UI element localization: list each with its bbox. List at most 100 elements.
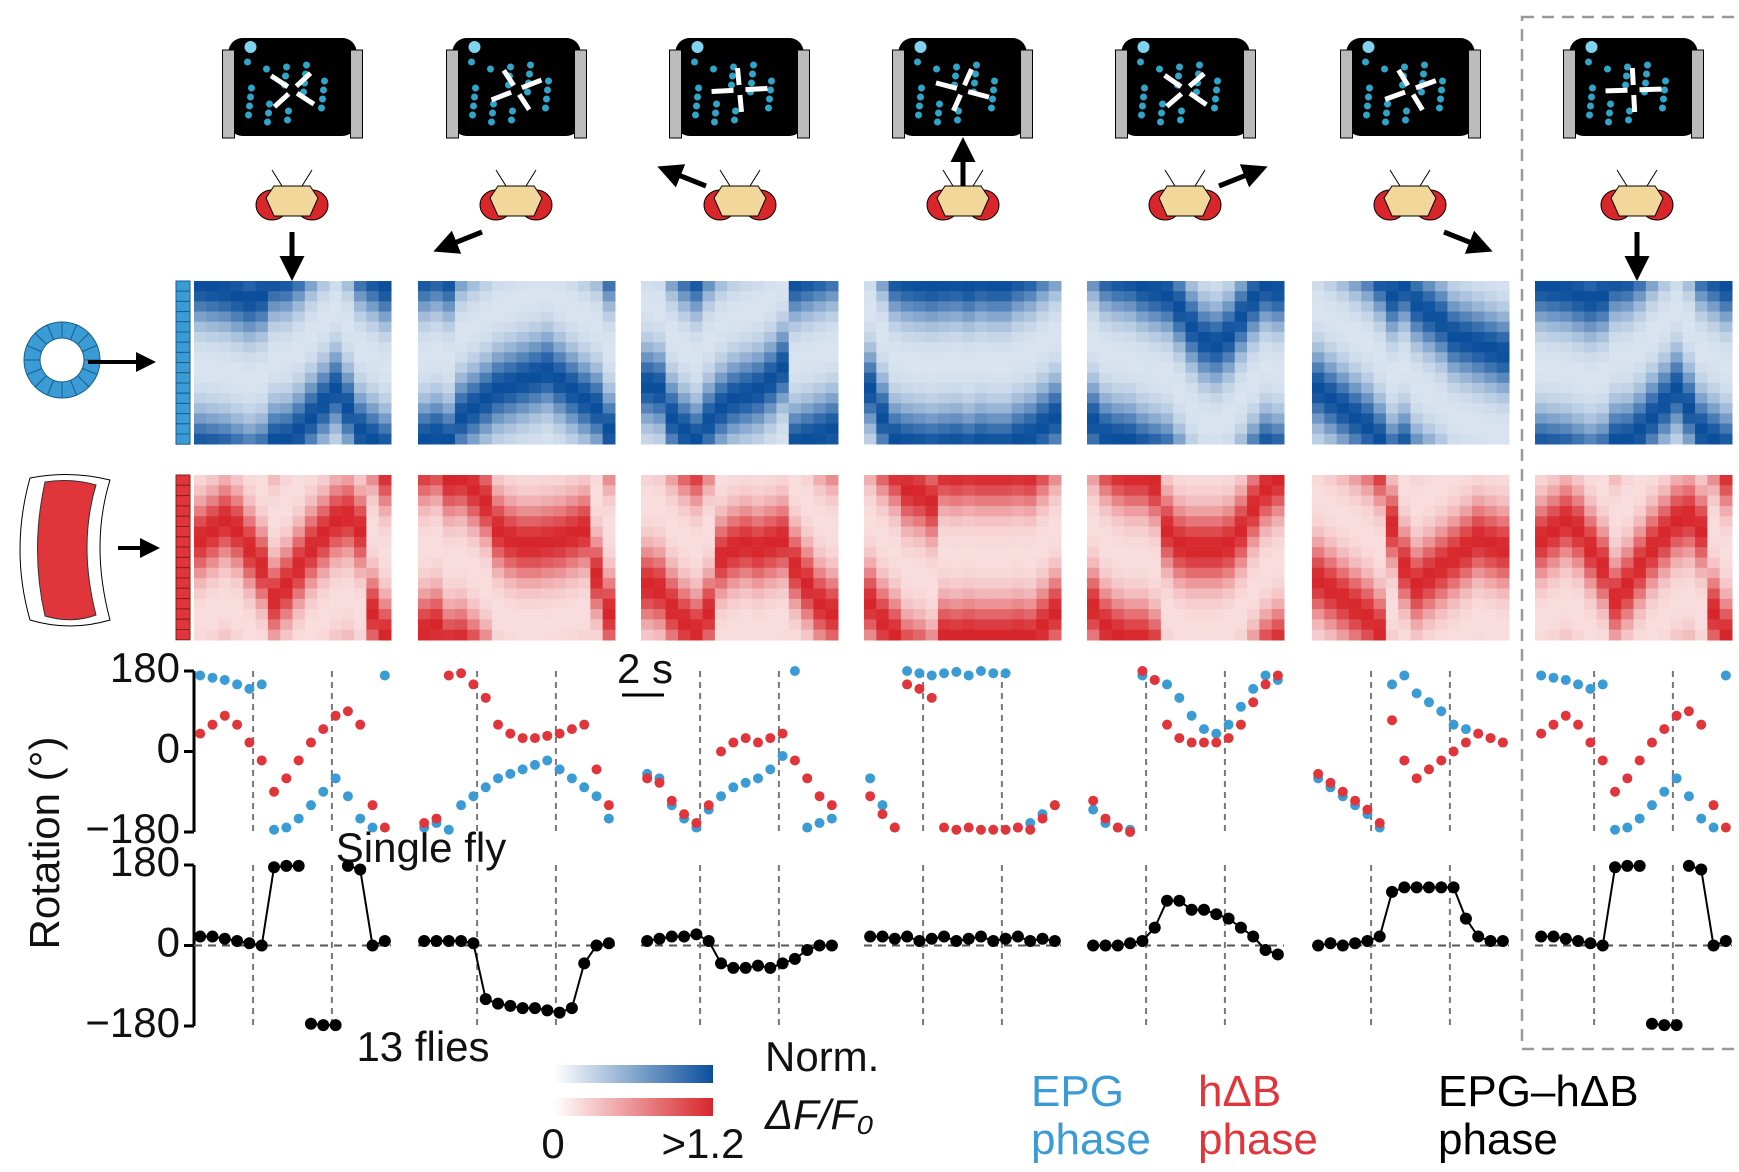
heatmap-cell (1324, 619, 1338, 631)
heatmap-cell (653, 526, 667, 538)
heatmap-cell (1336, 372, 1350, 384)
heatmap-cell (1695, 382, 1708, 394)
phase-point (355, 719, 366, 730)
heatmap-cell (1621, 301, 1634, 313)
heatmap-cell (801, 598, 814, 610)
heatmap-cell (255, 342, 269, 353)
heatmap-cell (1123, 393, 1137, 404)
heatmap-cell (430, 619, 444, 631)
mean-point (987, 935, 1000, 948)
heatmap-cell (418, 629, 431, 641)
heatmap-cell (467, 321, 481, 333)
heatmap-cell (1136, 536, 1150, 548)
heatmap-cell (317, 495, 330, 507)
heatmap-cell (1633, 526, 1647, 538)
mean-point (479, 993, 492, 1006)
heatmap-cell (1398, 403, 1411, 414)
heatmap-cell (341, 475, 355, 486)
heatmap-cell (1447, 475, 1461, 486)
heatmap-cell (665, 321, 679, 333)
heatmap-cell (1682, 281, 1696, 292)
heatmap-cell (1111, 598, 1125, 610)
heatmap-cell (727, 567, 740, 579)
heatmap-cell (950, 536, 963, 548)
heatmap-cell (1024, 526, 1037, 538)
heatmap-cell (1324, 475, 1338, 486)
heatmap-cell (913, 382, 927, 394)
cylinder-side (446, 49, 459, 139)
heatmap-cell (1633, 629, 1647, 641)
heatmap-cell (1484, 516, 1498, 528)
mean-point (678, 930, 691, 943)
heatmap-cell (1484, 281, 1498, 292)
heatmap-cell (1559, 505, 1573, 517)
heatmap-cell (1087, 291, 1100, 302)
heatmap-cell (366, 516, 380, 528)
heatmap-cell (329, 516, 343, 528)
heatmap-cell (1099, 526, 1113, 538)
heatmap-cell (255, 557, 269, 569)
heatmap-cell (1160, 629, 1174, 641)
roi-bar (175, 608, 191, 620)
mean-point (206, 930, 219, 943)
star (245, 111, 252, 119)
heatmap-cell (1633, 372, 1647, 384)
phase-point (1634, 755, 1645, 766)
heatmap-cell (341, 281, 355, 292)
roi-bar (175, 556, 191, 569)
heatmap-cell (1571, 475, 1585, 486)
annotation: Single fly (336, 824, 506, 871)
heatmap-cell (1658, 393, 1671, 404)
phase-point (951, 824, 962, 835)
phase-point (802, 822, 813, 833)
heatmap-cell (764, 413, 777, 425)
heatmap-cell (590, 281, 604, 292)
heatmap-cell (1435, 352, 1448, 363)
heatmap-cell (243, 495, 257, 507)
heatmap-cell (1123, 609, 1137, 620)
heatmap-cell (255, 423, 269, 435)
heatmap-cell (1024, 475, 1037, 486)
heatmap-cell (1148, 352, 1162, 363)
heatmap-cell (1435, 311, 1448, 323)
heatmap-cell (1670, 342, 1684, 353)
heatmap-cell (1398, 423, 1411, 435)
heatmap-cell (925, 321, 939, 333)
heatmap-cell (1197, 301, 1211, 313)
heatmap-cell (1024, 516, 1037, 528)
star (1604, 65, 1611, 73)
heatmap-cell (1459, 557, 1473, 569)
heatmap-cell (1123, 516, 1137, 528)
heatmap-cell (1719, 516, 1733, 528)
heatmap-cell (366, 291, 380, 302)
heatmap-cell (218, 536, 232, 548)
heatmap-cell (1210, 557, 1223, 569)
heatmap-cell (602, 475, 616, 486)
heatmap-cell (528, 311, 542, 323)
phase-point (740, 777, 751, 788)
heatmap-cell (1136, 598, 1150, 610)
heatmap-cell (1247, 609, 1260, 620)
heatmap-cell (1136, 516, 1150, 528)
star (917, 93, 924, 101)
heatmap-cell (1385, 281, 1399, 292)
heatmap-cell (1210, 352, 1223, 363)
phase-point (951, 666, 962, 677)
heatmap-cell (602, 321, 616, 333)
heatmap-cell (653, 567, 667, 579)
mean-point (528, 1002, 541, 1015)
heatmap-cell (888, 557, 902, 569)
heatmap-cell (739, 619, 753, 631)
heatmap-cell (1222, 311, 1236, 323)
heatmap-cell (1222, 433, 1236, 445)
heatmap-cell (354, 352, 367, 363)
heatmap-cell (1447, 619, 1461, 631)
heatmap-cell (329, 393, 343, 404)
heatmap-cell (578, 372, 591, 384)
heatmap-cell (801, 423, 814, 435)
heatmap-cell (528, 352, 542, 363)
heatmap-cell (1435, 403, 1448, 414)
heatmap-cell (653, 505, 667, 517)
roi-bar (175, 629, 191, 641)
heatmap-cell (442, 516, 456, 528)
